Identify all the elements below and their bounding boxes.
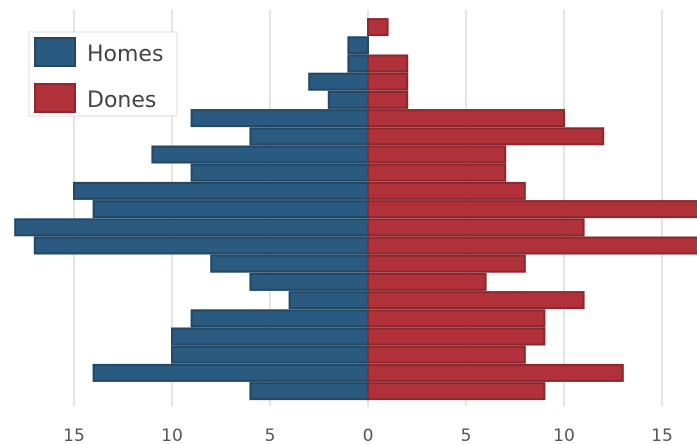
bar-homes [288, 291, 370, 310]
bar-homes [347, 36, 369, 55]
bar-homes [327, 90, 369, 109]
x-axis-tick-labels: 15 10 5 0 5 10 15 [63, 426, 673, 444]
bar-homes [308, 72, 370, 91]
bar-dones [367, 200, 697, 219]
bar-dones [367, 90, 409, 109]
bar-homes [73, 181, 369, 200]
bar-dones [367, 345, 526, 364]
bar-dones [367, 382, 546, 401]
bar-dones [367, 272, 487, 291]
x-tick-label: 5 [265, 426, 276, 444]
x-tick-label: 10 [553, 426, 575, 444]
bar-homes [92, 200, 369, 219]
bar-homes [347, 54, 369, 73]
bar-homes [33, 236, 370, 255]
bar-homes [171, 327, 369, 346]
bar-dones [367, 363, 624, 382]
bars [14, 18, 697, 401]
bar-homes [151, 145, 369, 164]
bar-homes [249, 382, 369, 401]
bar-homes [92, 363, 369, 382]
bar-dones [367, 145, 507, 164]
legend-swatch-homes [34, 37, 76, 67]
legend: Homes Dones [28, 31, 178, 117]
bar-dones [367, 109, 565, 128]
bar-dones [367, 236, 697, 255]
bar-homes [190, 309, 369, 328]
x-tick-label: 10 [161, 426, 183, 444]
x-tick-label: 15 [651, 426, 673, 444]
bar-dones [367, 254, 526, 273]
bar-homes [14, 218, 369, 237]
bar-homes [171, 345, 369, 364]
bar-homes [249, 272, 369, 291]
bar-homes [210, 254, 369, 273]
bar-homes [249, 127, 369, 146]
bar-dones [367, 309, 546, 328]
x-tick-label: 5 [461, 426, 472, 444]
bar-homes [190, 163, 369, 182]
legend-label-homes: Homes [87, 42, 163, 67]
bar-dones [367, 127, 605, 146]
bar-dones [367, 18, 389, 37]
bar-homes [190, 109, 369, 128]
bar-dones [367, 54, 409, 73]
bar-dones [367, 163, 507, 182]
x-tick-label: 0 [363, 426, 374, 444]
bar-dones [367, 181, 526, 200]
legend-swatch-dones [34, 83, 76, 113]
bar-dones [367, 72, 409, 91]
bar-dones [367, 291, 585, 310]
legend-label-dones: Dones [87, 88, 156, 113]
bar-dones [367, 327, 546, 346]
x-tick-label: 15 [63, 426, 85, 444]
bar-dones [367, 218, 585, 237]
